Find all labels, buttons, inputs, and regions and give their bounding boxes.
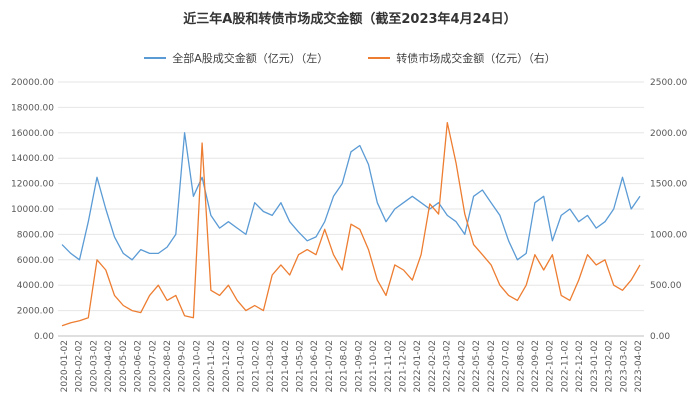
y-left-tick-label: 14000.00 xyxy=(11,154,54,164)
y-right-tick-label: 0.00 xyxy=(650,332,670,342)
x-tick-label: 2021-05-02 xyxy=(295,340,305,392)
x-tick-label: 2020-07-02 xyxy=(148,340,158,392)
x-tick-label: 2022-03-02 xyxy=(443,340,453,392)
x-tick-label: 2021-04-02 xyxy=(281,340,291,392)
y-right-tick-label: 2500.00 xyxy=(650,78,687,88)
y-left-tick-label: 0.00 xyxy=(34,332,54,342)
y-left-tick-label: 6000.00 xyxy=(17,256,54,266)
x-tick-label: 2021-08-02 xyxy=(340,340,350,392)
x-tick-label: 2021-12-02 xyxy=(399,340,409,392)
x-tick-label: 2020-11-02 xyxy=(207,340,217,392)
x-tick-label: 2021-09-02 xyxy=(354,340,364,392)
x-tick-label: 2021-07-02 xyxy=(325,340,335,392)
y-left-tick-label: 10000.00 xyxy=(11,205,54,215)
y-left-tick-label: 12000.00 xyxy=(11,180,54,190)
y-right-tick-label: 2000.00 xyxy=(650,129,687,139)
legend-item-a-share: 全部A股成交金额（亿元）（左） xyxy=(144,50,328,66)
y-left-tick-label: 20000.00 xyxy=(11,78,54,88)
x-tick-label: 2021-06-02 xyxy=(310,340,320,392)
x-tick-label: 2021-11-02 xyxy=(384,340,394,392)
x-tick-label: 2020-02-02 xyxy=(75,340,85,392)
x-tick-label: 2020-03-02 xyxy=(89,340,99,392)
series-line-convertible xyxy=(61,121,641,327)
x-tick-label: 2021-03-02 xyxy=(266,340,276,392)
x-tick-label: 2020-05-02 xyxy=(119,340,129,392)
x-tick-label: 2021-10-02 xyxy=(369,340,379,392)
legend: 全部A股成交金额（亿元）（左） 转债市场成交金额（亿元）（右） xyxy=(0,50,700,66)
x-tick-label: 2022-11-02 xyxy=(560,340,570,392)
x-tick-label: 2023-02-02 xyxy=(605,340,615,392)
x-tick-label: 2021-01-02 xyxy=(237,340,247,392)
x-tick-label: 2022-02-02 xyxy=(428,340,438,392)
y-left-tick-label: 4000.00 xyxy=(17,281,54,291)
x-tick-label: 2023-03-02 xyxy=(619,340,629,392)
legend-label-a-share: 全部A股成交金额（亿元）（左） xyxy=(172,52,329,65)
y-right-tick-label: 1500.00 xyxy=(650,180,687,190)
x-tick-label: 2020-04-02 xyxy=(104,340,114,392)
x-tick-label: 2022-07-02 xyxy=(502,340,512,392)
x-tick-label: 2020-10-02 xyxy=(192,340,202,392)
x-tick-label: 2022-04-02 xyxy=(457,340,467,392)
x-tick-label: 2022-10-02 xyxy=(546,340,556,392)
x-tick-label: 2022-08-02 xyxy=(516,340,526,392)
x-tick-label: 2023-04-02 xyxy=(634,340,644,392)
legend-swatch-a-share xyxy=(144,57,167,59)
x-tick-label: 2021-02-02 xyxy=(251,340,261,392)
y-left-tick-label: 18000.00 xyxy=(11,103,54,113)
x-tick-label: 2022-01-02 xyxy=(413,340,423,392)
x-tick-label: 2023-01-02 xyxy=(590,340,600,392)
y-right-tick-label: 500.00 xyxy=(650,281,682,291)
x-tick-label: 2022-12-02 xyxy=(575,340,585,392)
y-right-tick-label: 1000.00 xyxy=(650,230,687,240)
y-left-tick-label: 8000.00 xyxy=(17,230,54,240)
x-tick-label: 2020-06-02 xyxy=(134,340,144,392)
x-tick-label: 2020-12-02 xyxy=(222,340,232,392)
y-left-tick-label: 16000.00 xyxy=(11,129,54,139)
x-tick-label: 2020-09-02 xyxy=(178,340,188,392)
x-tick-label: 2022-09-02 xyxy=(531,340,541,392)
x-tick-label: 2020-01-02 xyxy=(60,340,70,392)
legend-label-convertible: 转债市场成交金额（亿元）（右） xyxy=(396,52,556,65)
series-line-a-share xyxy=(61,132,641,261)
x-tick-label: 2020-08-02 xyxy=(163,340,173,392)
chart-title: 近三年A股和转债市场成交金额（截至2023年4月24日） xyxy=(183,12,517,27)
y-left-tick-label: 2000.00 xyxy=(17,307,54,317)
legend-item-convertible: 转债市场成交金额（亿元）（右） xyxy=(368,50,556,66)
legend-swatch-convertible xyxy=(368,57,391,59)
x-tick-label: 2022-06-02 xyxy=(487,340,497,392)
x-tick-label: 2022-05-02 xyxy=(472,340,482,392)
